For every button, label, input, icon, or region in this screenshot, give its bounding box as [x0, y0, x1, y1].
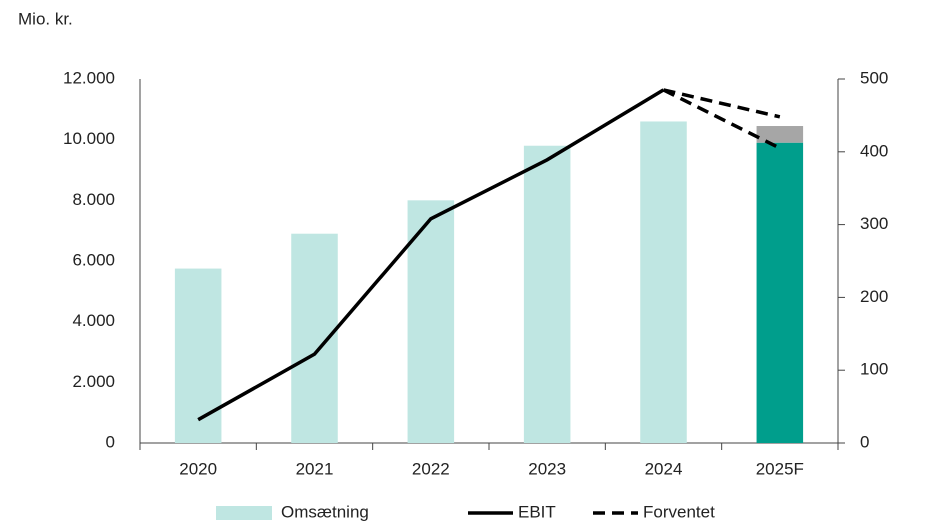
line — [197, 88, 665, 422]
y-tick-label: 10.000 — [63, 129, 115, 148]
x-tick-label: 2023 — [528, 459, 566, 478]
y2-tick-label: 0 — [860, 432, 869, 451]
bar — [523, 145, 571, 443]
y2-tick-label: 300 — [860, 214, 888, 233]
x-tick-label: 2020 — [179, 459, 217, 478]
y-tick-label: 4.000 — [72, 311, 115, 330]
y-tick-label: 2.000 — [72, 372, 115, 391]
y2-tick-label: 100 — [860, 360, 888, 379]
unit-label: Mio. kr. — [18, 9, 73, 28]
bar — [756, 142, 804, 443]
y-tick-label: 0 — [106, 432, 115, 451]
legend-label: Forventet — [643, 502, 715, 521]
x-tick-label: 2025F — [756, 459, 804, 478]
y-tick-label: 12.000 — [63, 68, 115, 87]
bar-upper — [756, 126, 804, 143]
x-tick-label: 2021 — [296, 459, 334, 478]
y-tick-label: 6.000 — [72, 250, 115, 269]
bar — [291, 233, 338, 443]
y-tick-label: 8.000 — [72, 190, 115, 209]
x-tick-label: 2022 — [412, 459, 450, 478]
bar — [174, 268, 222, 443]
legend-label: Omsætning — [281, 502, 369, 521]
y2-tick-label: 500 — [860, 68, 888, 87]
line — [662, 88, 781, 150]
x-tick-label: 2024 — [645, 459, 683, 478]
legend-swatch — [216, 506, 272, 520]
y2-tick-label: 200 — [860, 287, 888, 306]
bar — [407, 200, 455, 443]
y2-tick-label: 400 — [860, 141, 888, 160]
legend-label: EBIT — [518, 502, 556, 521]
line — [663, 88, 781, 119]
bar — [640, 121, 687, 443]
